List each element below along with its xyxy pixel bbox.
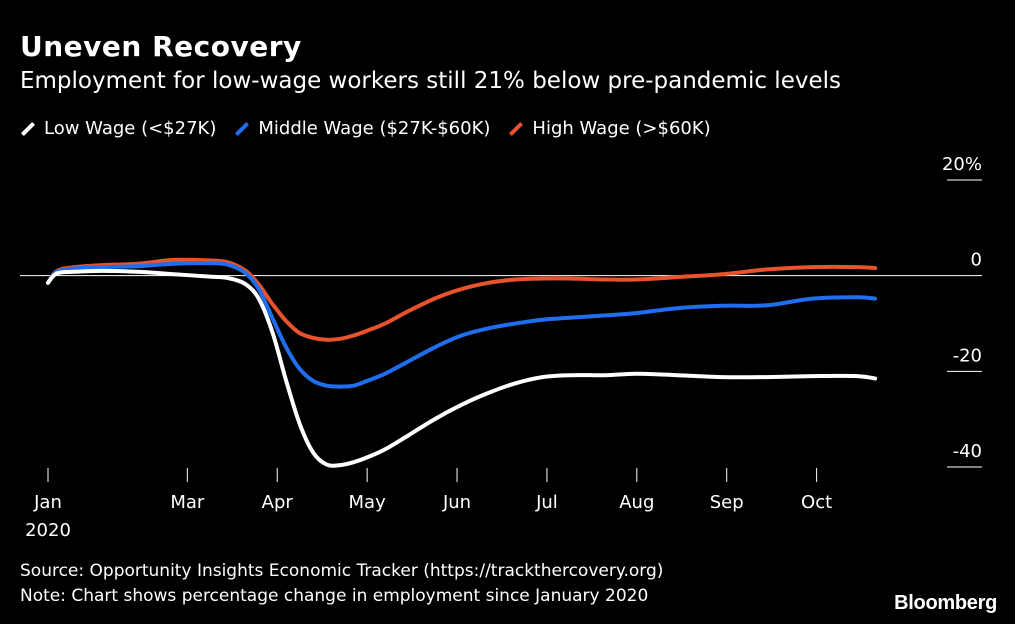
x-tick-label: Sep (710, 492, 744, 513)
chart-title: Uneven Recovery (20, 30, 302, 63)
x-tick-label: May (349, 492, 387, 513)
legend-item-low-wage: Low Wage (<$27K) (20, 118, 216, 139)
bloomberg-logo: Bloomberg (894, 592, 997, 614)
y-tick-label: -40 (953, 441, 982, 462)
series-line-middle-wage (46, 261, 878, 389)
x-tick-label: Jun (442, 492, 471, 513)
series-line-high-wage (46, 257, 878, 342)
y-tick-label: 0 (971, 250, 982, 271)
x-tick-label: Apr (262, 492, 294, 513)
x-tick-sublabel: 2020 (25, 520, 71, 541)
x-tick-label: Mar (170, 492, 205, 513)
x-tick-label: Aug (619, 492, 654, 513)
footnote: Note: Chart shows percentage change in e… (20, 586, 649, 606)
x-tick-label: Jul (535, 492, 558, 513)
legend: Low Wage (<$27K) Middle Wage ($27K-$60K)… (20, 118, 711, 139)
legend-label-high-wage: High Wage (>$60K) (532, 118, 711, 139)
y-tick-label: 20% (942, 154, 982, 175)
x-tick-label: Jan (33, 492, 62, 513)
source-note: Source: Opportunity Insights Economic Tr… (20, 561, 664, 581)
legend-item-middle-wage: Middle Wage ($27K-$60K) (234, 118, 490, 139)
chart-subtitle: Employment for low-wage workers still 21… (20, 68, 841, 94)
legend-label-middle-wage: Middle Wage ($27K-$60K) (258, 118, 491, 139)
legend-label-low-wage: Low Wage (<$27K) (44, 118, 217, 139)
line-chart: 20% 0 -20 -40 Jan 2020 Mar Apr May Jun Jul Aug Sep Oc… (20, 154, 982, 541)
y-tick-label: -20 (953, 345, 982, 366)
x-tick-label: Oct (801, 492, 832, 513)
legend-item-high-wage: High Wage (>$60K) (508, 118, 711, 139)
series-line-low-wage (46, 268, 878, 468)
